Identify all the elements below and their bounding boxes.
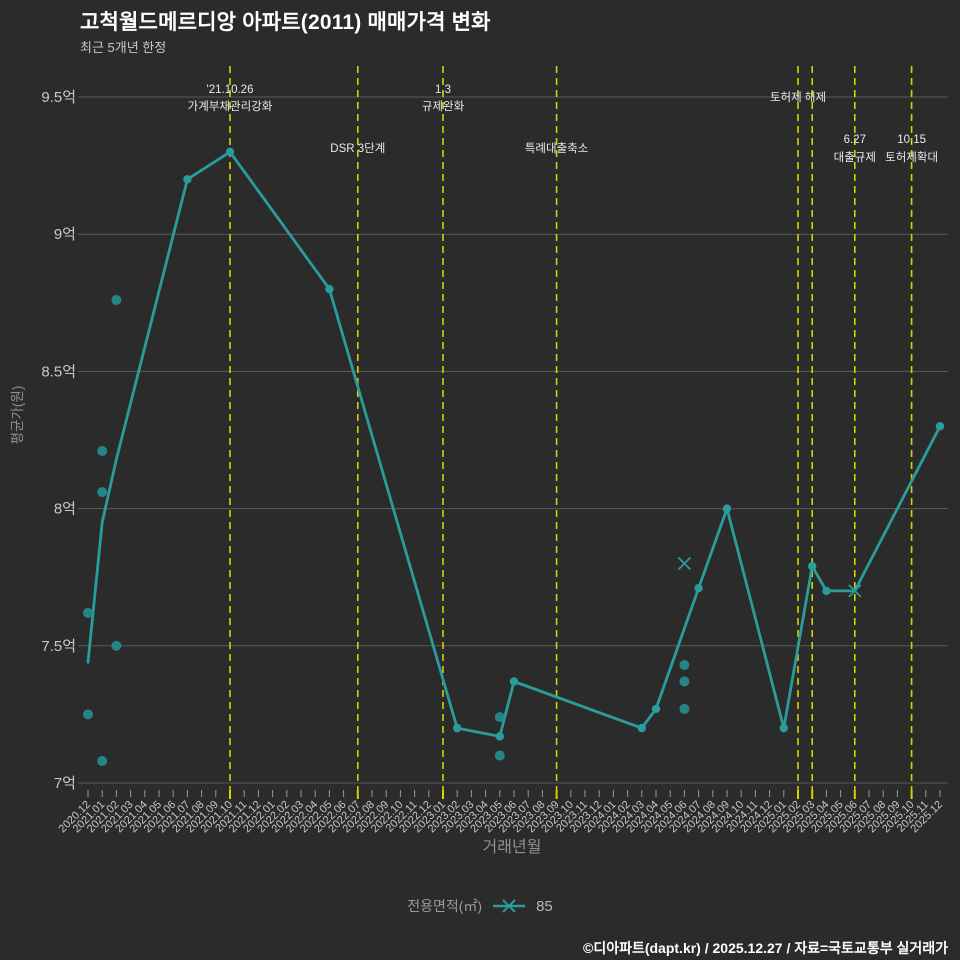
legend-label: 전용면적(㎡) bbox=[407, 898, 483, 914]
point-marker bbox=[722, 504, 732, 513]
y-tick-label: 8.5억 bbox=[41, 363, 76, 380]
event-label: 토허제 해제 bbox=[770, 91, 826, 104]
y-tick-label: 9.5억 bbox=[41, 89, 76, 106]
point-marker bbox=[225, 147, 235, 157]
point-marker bbox=[779, 723, 788, 733]
legend-series-name: 85 bbox=[536, 897, 553, 915]
scatter-dot bbox=[494, 750, 505, 761]
point-marker bbox=[651, 704, 661, 714]
legend-x-line-marker-icon bbox=[493, 899, 526, 913]
scatter-dot bbox=[83, 607, 93, 618]
event-label: 1.3 bbox=[435, 84, 451, 96]
scatter-dot bbox=[494, 712, 505, 723]
point-marker bbox=[325, 284, 334, 294]
point-marker bbox=[495, 732, 504, 741]
point-marker bbox=[808, 562, 817, 571]
legend: 전용면적(㎡) 85 bbox=[0, 896, 960, 916]
event-label: 규제완화 bbox=[422, 100, 465, 113]
chart-title: 고척월드메르디앙 아파트(2011) 매매가격 변화 bbox=[80, 11, 491, 34]
event-label: 6.27 bbox=[844, 134, 866, 146]
event-label: 토허제확대 bbox=[885, 151, 938, 164]
scatter-dot bbox=[97, 445, 108, 456]
y-tick-label: 7억 bbox=[54, 775, 76, 792]
x-marker bbox=[677, 556, 692, 571]
event-label: 특례대출축소 bbox=[525, 142, 588, 155]
point-marker bbox=[637, 723, 646, 733]
event-label: DSR 3단계 bbox=[330, 142, 385, 155]
scatter-dot bbox=[679, 660, 690, 671]
y-tick-label: 9억 bbox=[54, 226, 76, 243]
x-marker bbox=[848, 584, 862, 598]
footer-credit: ©디아파트(dapt.kr) / 2025.12.27 / 자료=국토교통부 실… bbox=[583, 940, 948, 956]
scatter-dot bbox=[111, 640, 122, 651]
event-label: 가계부채관리강화 bbox=[188, 100, 273, 113]
scatter-dot bbox=[679, 703, 690, 714]
x-axis-title: 거래년월 bbox=[483, 838, 542, 856]
scatter-dot bbox=[97, 487, 108, 498]
scatter-dot bbox=[97, 756, 108, 767]
scatter-dot bbox=[679, 676, 690, 687]
event-label: 대출규제 bbox=[834, 151, 876, 164]
chart-subtitle: 최근 5개년 한정 bbox=[80, 40, 167, 55]
point-marker bbox=[453, 723, 462, 733]
y-tick-label: 7.5억 bbox=[41, 638, 76, 655]
point-marker bbox=[935, 422, 945, 431]
event-label: '21.10.26 bbox=[207, 84, 254, 96]
point-marker bbox=[183, 175, 192, 184]
y-tick-label: 8억 bbox=[54, 501, 76, 518]
y-axis-title: 평균가(원) bbox=[10, 386, 25, 445]
point-marker bbox=[822, 586, 831, 596]
scatter-dot bbox=[111, 295, 122, 306]
price-line bbox=[86, 150, 942, 738]
point-marker bbox=[694, 583, 703, 593]
point-marker bbox=[509, 677, 519, 686]
scatter-dot bbox=[83, 709, 93, 720]
event-label: 10.15 bbox=[897, 134, 926, 146]
